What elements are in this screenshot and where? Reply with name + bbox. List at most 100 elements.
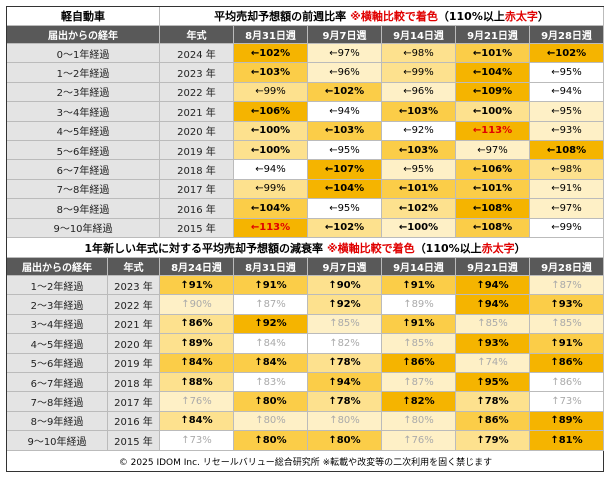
- title-part: （110%以上: [414, 241, 482, 255]
- header-cell: 8月31日週: [234, 258, 308, 276]
- value-cell: ←97%: [530, 199, 604, 219]
- value-cell: ←109%: [456, 82, 530, 103]
- year-cell: 2022 年: [108, 295, 160, 315]
- value-cell: ↑80%: [234, 411, 308, 432]
- value-cell: ←102%: [308, 82, 382, 103]
- age-cell: 2〜3年経過: [7, 295, 108, 315]
- value-cell: ←100%: [456, 102, 530, 122]
- age-cell: 8〜9年経過: [7, 199, 160, 219]
- value-cell: ↑80%: [234, 431, 308, 451]
- value-cell: ←95%: [382, 160, 456, 180]
- year-cell: 2015 年: [160, 218, 234, 238]
- value-cell: ←96%: [382, 82, 456, 103]
- value-cell: ↑91%: [382, 314, 456, 335]
- year-cell: 2018 年: [108, 373, 160, 393]
- value-cell: ↑86%: [160, 314, 234, 335]
- header-cell: 9月28日週: [530, 26, 604, 44]
- value-cell: ↑93%: [530, 295, 604, 315]
- value-cell: ↑84%: [234, 353, 308, 373]
- year-cell: 2015 年: [108, 431, 160, 451]
- value-cell: ↑82%: [382, 392, 456, 412]
- value-cell: ↑81%: [530, 431, 604, 451]
- value-cell: ↑74%: [456, 353, 530, 373]
- value-cell: ←98%: [530, 160, 604, 180]
- header-cell: 9月7日週: [308, 258, 382, 276]
- value-cell: ←103%: [308, 121, 382, 141]
- age-cell: 0〜1年経過: [7, 44, 160, 64]
- header-cell: 届出からの経年: [7, 26, 160, 44]
- value-cell: ←113%: [234, 218, 308, 238]
- value-cell: ↑80%: [382, 411, 456, 432]
- value-cell: ←106%: [456, 160, 530, 180]
- title-part: 赤太字: [481, 241, 515, 255]
- value-cell: ←95%: [530, 63, 604, 83]
- value-cell: ↑86%: [530, 373, 604, 393]
- age-cell: 1〜2年経過: [7, 63, 160, 83]
- age-cell: 9〜10年経過: [7, 431, 108, 451]
- value-cell: ←104%: [456, 63, 530, 83]
- value-cell: ←93%: [530, 121, 604, 141]
- value-cell: ↑80%: [308, 431, 382, 451]
- value-cell: ↑84%: [160, 411, 234, 432]
- value-cell: ↑84%: [234, 334, 308, 354]
- value-cell: ↑90%: [308, 276, 382, 296]
- value-cell: ↑86%: [382, 353, 456, 373]
- age-cell: 7〜8年経過: [7, 392, 108, 412]
- year-cell: 2017 年: [160, 179, 234, 200]
- value-cell: ↑90%: [160, 295, 234, 315]
- value-cell: ←106%: [234, 102, 308, 122]
- value-cell: ↑87%: [234, 295, 308, 315]
- value-cell: ↑73%: [530, 392, 604, 412]
- age-cell: 5〜6年経過: [7, 353, 108, 373]
- year-cell: 2022 年: [160, 82, 234, 103]
- value-cell: ↑83%: [234, 373, 308, 393]
- value-cell: ←99%: [530, 218, 604, 238]
- value-cell: ←94%: [308, 102, 382, 122]
- value-cell: ←99%: [234, 179, 308, 200]
- value-cell: ↑78%: [308, 353, 382, 373]
- value-cell: ←94%: [234, 160, 308, 180]
- age-cell: 8〜9年経過: [7, 411, 108, 432]
- value-cell: ↑82%: [308, 334, 382, 354]
- value-cell: ↑76%: [382, 431, 456, 451]
- value-cell: ↑78%: [456, 392, 530, 412]
- value-cell: ←101%: [382, 179, 456, 200]
- value-cell: ↑80%: [308, 411, 382, 432]
- value-cell: ←102%: [234, 44, 308, 64]
- value-cell: ↑78%: [308, 392, 382, 412]
- value-cell: ←100%: [234, 121, 308, 141]
- age-cell: 3〜4年経過: [7, 314, 108, 335]
- value-cell: ←103%: [382, 102, 456, 122]
- value-cell: ↑93%: [456, 334, 530, 354]
- header-cell: 9月14日週: [382, 258, 456, 276]
- value-cell: ↑92%: [308, 295, 382, 315]
- value-cell: ↑85%: [382, 334, 456, 354]
- header-cell: 8月24日週: [160, 258, 234, 276]
- value-cell: ←97%: [456, 141, 530, 161]
- value-cell: ↑89%: [530, 411, 604, 432]
- header-cell: 9月21日週: [456, 26, 530, 44]
- value-cell: ↑94%: [456, 276, 530, 296]
- value-cell: ←101%: [456, 44, 530, 64]
- age-cell: 7〜8年経過: [7, 179, 160, 200]
- value-cell: ←99%: [234, 82, 308, 103]
- value-cell: ←103%: [382, 141, 456, 161]
- value-cell: ←103%: [234, 63, 308, 83]
- value-cell: ←107%: [308, 160, 382, 180]
- year-cell: 2023 年: [108, 276, 160, 296]
- header-cell: 9月28日週: [530, 258, 604, 276]
- corner-label: 軽自動車: [7, 7, 160, 26]
- year-cell: 2016 年: [108, 411, 160, 432]
- value-cell: ←95%: [308, 141, 382, 161]
- value-cell: ↑87%: [382, 373, 456, 393]
- value-cell: ←94%: [530, 82, 604, 103]
- year-cell: 2023 年: [160, 63, 234, 83]
- value-cell: ↑79%: [456, 431, 530, 451]
- value-cell: ←104%: [308, 179, 382, 200]
- header-cell: 9月14日週: [382, 26, 456, 44]
- header-cell: 年式: [160, 26, 234, 44]
- year-cell: 2019 年: [108, 353, 160, 373]
- value-cell: ↑94%: [308, 373, 382, 393]
- title-part: 赤太字: [504, 10, 538, 23]
- year-cell: 2020 年: [160, 121, 234, 141]
